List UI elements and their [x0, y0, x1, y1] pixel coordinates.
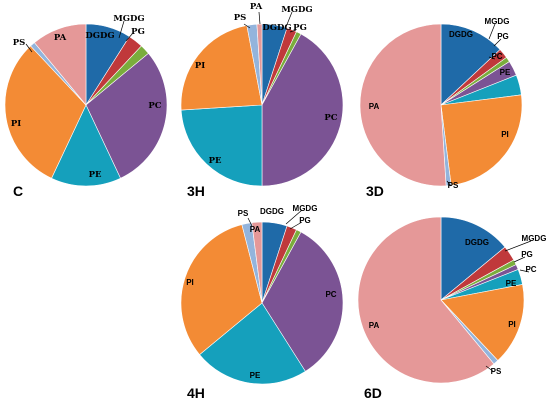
slice-c-pi — [4, 45, 87, 179]
slice-label-4h-pc: PC — [325, 290, 336, 299]
slice-label-c-mgdg: MGDG — [113, 14, 144, 24]
slice-label-3h-pg: PG — [293, 23, 307, 33]
leader-line-6d-pg — [513, 256, 526, 263]
leader-line-4h-ps — [247, 217, 253, 227]
slice-4h-pe — [199, 302, 306, 385]
slice-3h-pi — [180, 25, 263, 111]
pie-chart-c: DGDG MGDG PG PC PE PI PS PA — [4, 14, 168, 187]
slice-4h-pi — [180, 224, 263, 356]
slice-3d-dgdg — [440, 23, 501, 106]
slice-label-3h-ps: PS — [234, 13, 247, 23]
slice-label-3d-mgdg: MGDG — [485, 17, 510, 26]
slice-label-4h-pa: PA — [250, 225, 261, 234]
slice-label-c-pi: PI — [11, 119, 21, 129]
slice-label-c-ps: PS — [13, 38, 26, 48]
slice-4h-pa — [251, 221, 263, 304]
slice-c-pa — [33, 23, 87, 106]
slice-3d-pi — [440, 94, 523, 186]
leader-line-3d-mgdg — [488, 23, 496, 40]
slice-label-3d-dgdg: DGDG — [449, 30, 473, 39]
slice-label-3d-pe: PE — [500, 68, 511, 77]
leader-line-6d-mgdg — [504, 240, 532, 252]
pie-chart-3d: DGDG MGDG PG PC PE PI PS PA — [359, 17, 523, 190]
leader-line-4h-pg — [289, 221, 303, 230]
panel-title-3h: 3H — [187, 183, 205, 199]
slice-label-4h-mgdg: MGDG — [293, 204, 318, 213]
panel-title-3d: 3D — [366, 183, 384, 199]
slice-4h-pc — [261, 231, 344, 372]
pie-chart-6d: DGDG MGDG PG PC PE PI PS PA — [357, 216, 547, 384]
slice-3h-pc — [261, 33, 344, 187]
panel-title-4h: 4H — [187, 385, 205, 401]
slice-label-3d-pg: PG — [497, 32, 509, 41]
slice-label-3d-pc: PC — [491, 52, 502, 61]
leader-line-3h-mgdg — [285, 11, 293, 28]
slice-label-3d-pi: PI — [501, 130, 509, 139]
slice-label-6d-pe: PE — [506, 279, 517, 288]
slice-label-3h-pi: PI — [195, 61, 205, 71]
leader-line-3d-pg — [493, 38, 502, 47]
slice-label-4h-pe: PE — [250, 371, 261, 380]
slice-label-3h-pc: PC — [324, 113, 337, 123]
slice-label-6d-pc: PC — [525, 265, 536, 274]
slice-label-3h-dgdg: DGDG — [262, 23, 291, 33]
slice-label-6d-pa: PA — [369, 321, 380, 330]
slice-3h-pa — [256, 23, 263, 106]
slice-label-3d-ps: PS — [448, 181, 459, 190]
leader-line-c-ps — [25, 43, 33, 53]
slice-label-4h-pg: PG — [299, 216, 311, 225]
slice-label-6d-ps: PS — [491, 367, 502, 376]
slice-label-c-dgdg: DGDG — [85, 31, 114, 41]
slice-6d-dgdg — [440, 216, 506, 301]
panel-title-6d: 6D — [364, 385, 382, 401]
slice-label-3d-pa: PA — [369, 102, 380, 111]
slice-label-4h-dgdg: DGDG — [260, 207, 284, 216]
slice-3h-pe — [180, 104, 263, 187]
leader-line-6d-ps — [485, 365, 495, 373]
slice-label-c-pc: PC — [148, 101, 161, 111]
slice-label-3h-pa: PA — [250, 2, 263, 12]
slice-label-4h-pi: PI — [186, 278, 194, 287]
slice-label-c-pe: PE — [89, 170, 102, 180]
slice-label-6d-dgdg: DGDG — [465, 238, 489, 247]
slice-c-pe — [51, 104, 121, 187]
slice-label-c-pa: PA — [54, 33, 67, 43]
panel-title-c: C — [13, 183, 23, 199]
slice-label-6d-pi: PI — [508, 320, 516, 329]
slice-6d-pa — [357, 216, 495, 384]
leader-line-3h-pg — [289, 29, 297, 33]
leader-line-c-mgdg — [118, 20, 125, 39]
leader-line-3h-ps — [243, 23, 251, 29]
leader-line-4h-mgdg — [285, 209, 303, 225]
leader-line-c-pg — [125, 32, 134, 42]
slice-label-6d-pg: PG — [521, 250, 533, 259]
slice-c-pc — [85, 52, 168, 179]
slice-label-4h-ps: PS — [238, 209, 249, 218]
leader-line-3d-ps — [446, 180, 452, 187]
leader-line-6d-pc — [519, 269, 530, 273]
slice-label-3h-mgdg: MGDG — [281, 5, 312, 15]
slice-label-c-pg: PG — [131, 27, 145, 37]
slice-label-3h-pe: PE — [209, 156, 222, 166]
slice-3d-pa — [359, 23, 447, 187]
slice-6d-pi — [440, 284, 525, 361]
leader-line-3d-pc — [488, 56, 496, 60]
slice-label-6d-mgdg: MGDG — [522, 234, 547, 243]
leader-line-3h-pa — [258, 11, 261, 25]
